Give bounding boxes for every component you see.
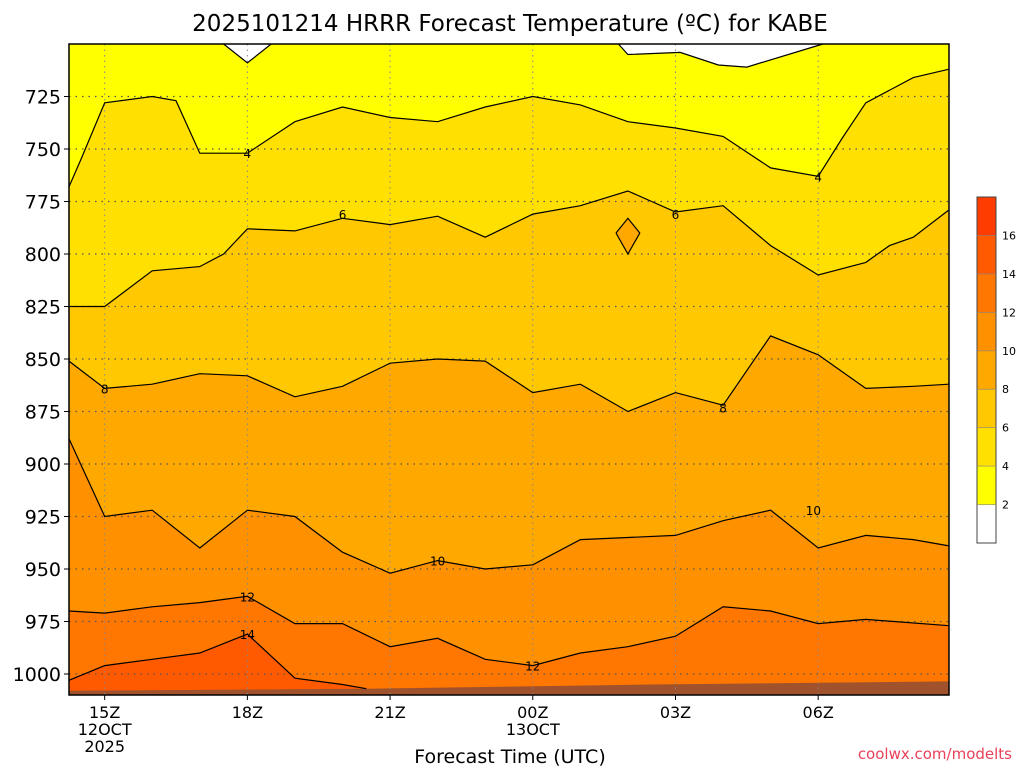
chart-title: 2025101214 HRRR Forecast Temperature (ºC… xyxy=(192,11,828,37)
y-tick-label: 1000 xyxy=(13,664,61,686)
y-tick-label: 850 xyxy=(25,349,61,371)
contour-line-6 xyxy=(615,217,641,256)
y-tick-label: 775 xyxy=(25,192,61,214)
contour-line-10 xyxy=(68,438,950,574)
fill-band-4 xyxy=(69,596,949,695)
colorbar-swatch xyxy=(977,312,996,352)
contour-label: 4 xyxy=(244,147,252,161)
x-tick-label: 15Z xyxy=(89,703,120,722)
isotherm-contours: 4 4 6 6 8 8 10 10 12 12 14 xyxy=(68,43,950,690)
colorbar-frame xyxy=(976,196,997,544)
contour-label: 10 xyxy=(430,555,445,569)
colorbar-swatch xyxy=(977,427,996,467)
colorbar-label: 16 xyxy=(1002,229,1016,242)
x-tick-label: 00Z xyxy=(517,703,548,722)
colorbar: 2 4 6 8 10 12 14 16 xyxy=(976,196,1016,544)
contour-label: 8 xyxy=(719,401,727,415)
contour-line-4 xyxy=(617,43,824,68)
contour-label: 10 xyxy=(806,504,821,518)
colorbar-swatch xyxy=(977,466,996,506)
y-tick-label: 950 xyxy=(25,559,61,581)
contour-label: 6 xyxy=(672,208,680,222)
contour-label: 4 xyxy=(814,170,822,184)
fill-patch-2 xyxy=(616,218,640,254)
contour-line-6 xyxy=(69,190,950,308)
x-tick-label: 03Z xyxy=(660,703,691,722)
contour-line-8 xyxy=(68,335,950,413)
y-axis: 725 750 775 800 825 850 875 900 925 950 975 1000 xyxy=(13,87,69,686)
y-tick-label: 750 xyxy=(25,139,61,161)
temperature-fill-layers xyxy=(69,44,949,695)
plot-frame xyxy=(68,43,950,696)
x-tick-label: 2025 xyxy=(84,737,125,756)
x-tick-label: 12OCT xyxy=(78,720,132,739)
colorbar-swatch xyxy=(977,197,996,236)
colorbar-label: 8 xyxy=(1002,383,1009,396)
source-watermark: coolwx.com/modelts xyxy=(858,745,1012,763)
contour-label: 6 xyxy=(339,208,347,222)
colorbar-label: 14 xyxy=(1002,268,1016,281)
contour-line-12 xyxy=(68,595,950,667)
contour-label: 12 xyxy=(240,590,255,604)
contour-line-4 xyxy=(68,68,950,188)
colorbar-label: 10 xyxy=(1002,345,1016,358)
y-tick-label: 825 xyxy=(25,297,61,319)
colorbar-swatch xyxy=(977,389,996,429)
colorbar-swatch xyxy=(977,350,996,390)
colorbar-label: 6 xyxy=(1002,422,1009,435)
colorbar-label: 4 xyxy=(1002,460,1009,473)
y-tick-label: 875 xyxy=(25,402,61,424)
plot-gridlines xyxy=(69,44,949,695)
x-axis-label: Forecast Time (UTC) xyxy=(414,746,605,768)
y-tick-label: 975 xyxy=(25,612,61,634)
y-tick-label: 725 xyxy=(25,87,61,109)
colorbar-swatch xyxy=(977,273,996,313)
colorbar-swatch xyxy=(977,235,996,275)
x-tick-label: 21Z xyxy=(374,703,405,722)
contour-line-4 xyxy=(223,43,272,64)
y-tick-label: 800 xyxy=(25,244,61,266)
contour-label: 12 xyxy=(525,660,540,674)
ground-below-surface xyxy=(69,681,949,695)
colorbar-label: 12 xyxy=(1002,306,1016,319)
contour-label: 14 xyxy=(240,628,255,642)
fill-band-5 xyxy=(69,634,949,695)
y-tick-label: 900 xyxy=(25,454,61,476)
x-tick-label: 18Z xyxy=(232,703,263,722)
fill-patch-0 xyxy=(223,44,272,63)
contour-line-14 xyxy=(68,633,367,690)
x-tick-label: 13OCT xyxy=(506,720,560,739)
y-tick-label: 925 xyxy=(25,507,61,529)
x-tick-label: 06Z xyxy=(803,703,834,722)
fill-patch-1 xyxy=(618,44,823,68)
colorbar-swatch xyxy=(977,504,996,544)
contour-label: 8 xyxy=(101,382,109,396)
colorbar-label: 2 xyxy=(1002,499,1009,512)
